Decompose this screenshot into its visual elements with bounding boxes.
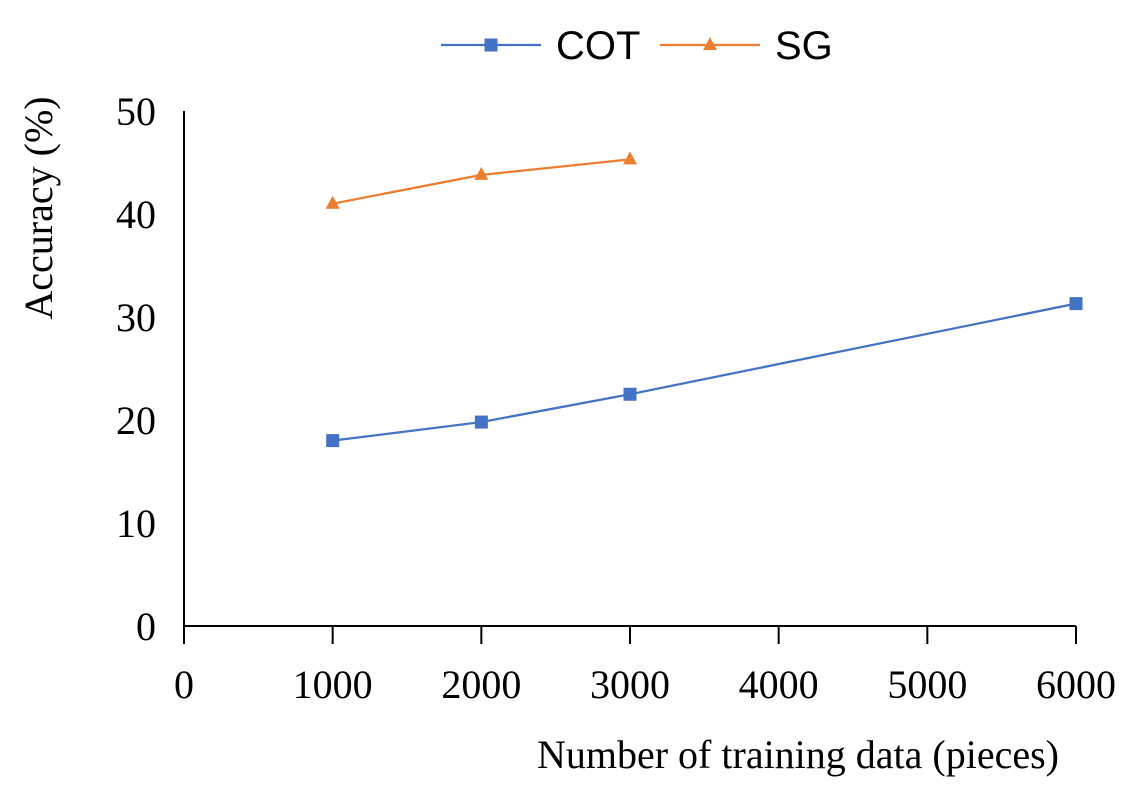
cot-series-line bbox=[332, 302, 1077, 442]
y-axis-title: Accuracy (%) bbox=[16, 96, 61, 319]
cot-data-point bbox=[623, 387, 637, 401]
y-tick-label: 30 bbox=[116, 295, 156, 340]
y-tick-label: 50 bbox=[116, 89, 156, 134]
y-tick-label: 10 bbox=[116, 501, 156, 546]
y-tick-label: 0 bbox=[136, 604, 156, 649]
legend-cot-label: COT bbox=[556, 24, 640, 68]
x-tick-label: 3000 bbox=[590, 662, 670, 707]
x-axis-ticks: 0 1000 2000 3000 4000 5000 6000 bbox=[174, 626, 1116, 707]
cot-data-point bbox=[1069, 297, 1083, 311]
y-tick-label: 20 bbox=[116, 398, 156, 443]
legend: COT SG bbox=[441, 24, 833, 68]
x-tick-label: 4000 bbox=[739, 662, 819, 707]
cot-data-point bbox=[474, 415, 488, 429]
y-axis-ticks: 0 10 20 30 40 50 bbox=[116, 89, 156, 649]
x-tick-label: 6000 bbox=[1036, 662, 1116, 707]
legend-sg-label: SG bbox=[775, 24, 833, 68]
legend-sg-marker bbox=[703, 37, 717, 50]
x-tick-label: 5000 bbox=[887, 662, 967, 707]
series-layer bbox=[325, 151, 1083, 448]
x-tick-label: 0 bbox=[174, 662, 194, 707]
cot-data-point bbox=[326, 434, 340, 448]
x-tick-label: 1000 bbox=[293, 662, 373, 707]
y-tick-label: 40 bbox=[116, 192, 156, 237]
legend-cot-marker bbox=[484, 38, 498, 52]
x-axis-title: Number of training data (pieces) bbox=[537, 732, 1059, 777]
sg-data-point bbox=[623, 151, 637, 165]
sg-data-point bbox=[325, 195, 340, 209]
sg-data-point bbox=[474, 166, 489, 180]
sg-series-line bbox=[332, 158, 631, 205]
x-tick-label: 2000 bbox=[441, 662, 521, 707]
